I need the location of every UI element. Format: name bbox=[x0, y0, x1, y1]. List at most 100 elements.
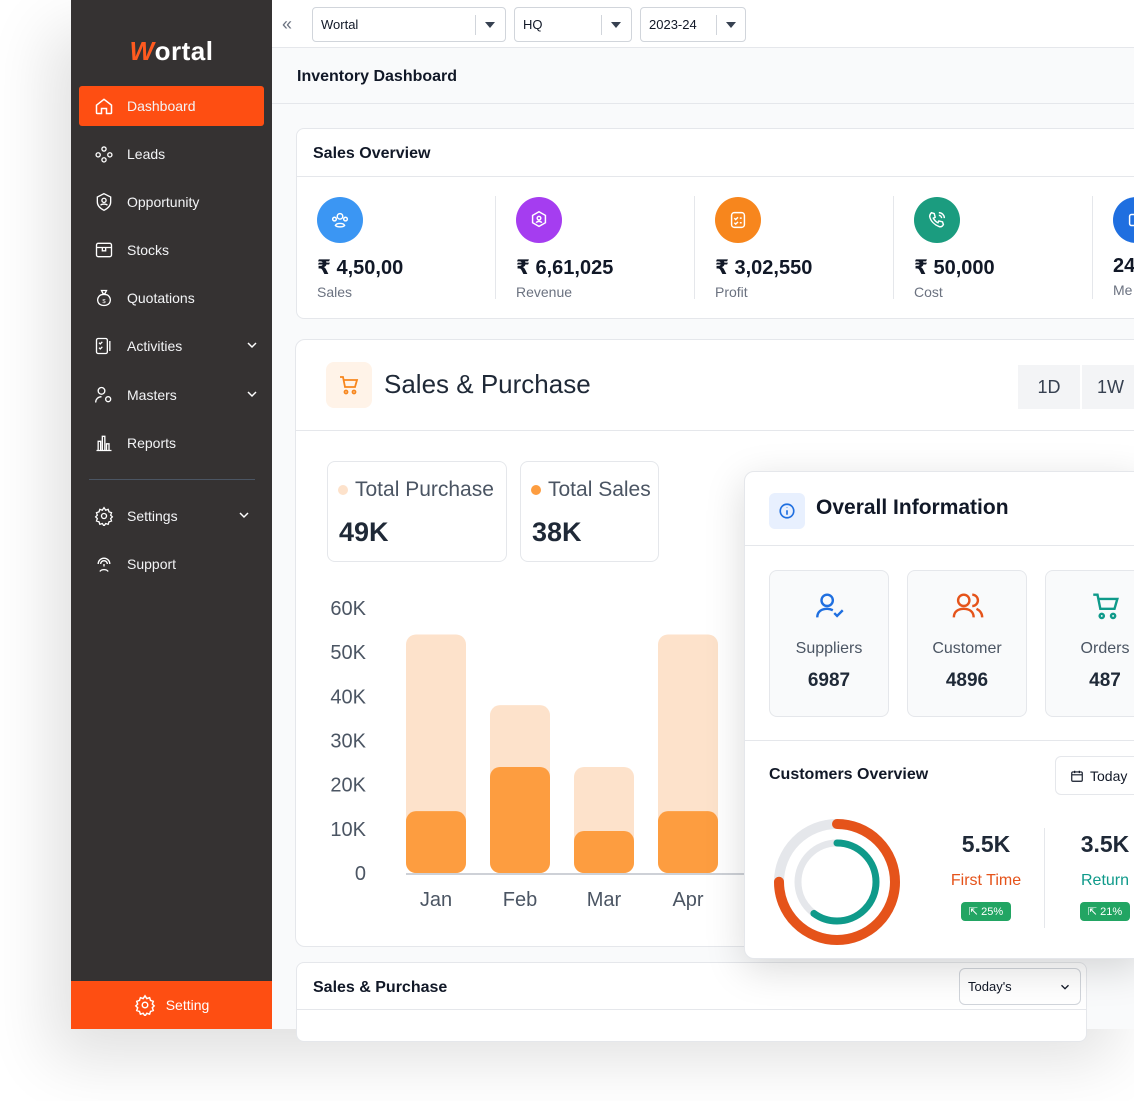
box-icon bbox=[1113, 197, 1134, 243]
growth-badge: ⇱ 21% bbox=[1079, 902, 1131, 921]
stat-value: 5.5K bbox=[961, 831, 1011, 857]
phone-icon bbox=[914, 197, 960, 243]
sales-purchase-chart: 0 10K 20K 30K 40K 50K 60K Jan Feb Mar Apr bbox=[330, 598, 766, 911]
cart-icon bbox=[1093, 593, 1119, 620]
orders-card: Orders 487 bbox=[1045, 570, 1134, 717]
bar-chart-icon bbox=[93, 432, 115, 454]
card-label: Suppliers bbox=[795, 640, 863, 657]
sidebar-item-label: Support bbox=[127, 556, 177, 572]
first-time-arc bbox=[774, 819, 900, 945]
support-icon bbox=[93, 553, 115, 575]
bar-sales-mar[interactable] bbox=[574, 831, 634, 873]
card-label: Customer bbox=[932, 640, 1002, 657]
sidebar-item-label: Masters bbox=[127, 387, 177, 403]
sidebar-item-leads[interactable]: Leads bbox=[79, 134, 264, 174]
bar-sales-apr[interactable] bbox=[658, 811, 718, 873]
x-tick-label: Feb bbox=[503, 889, 537, 911]
divider bbox=[745, 740, 1134, 741]
revenue-shield-icon bbox=[516, 197, 562, 243]
user-gear-icon bbox=[93, 384, 115, 406]
year-select[interactable]: 2023-24 bbox=[640, 7, 746, 42]
setting-button[interactable]: Setting bbox=[71, 981, 272, 1029]
legend-label: Total Purchase bbox=[355, 478, 494, 501]
sidebar-item-label: Stocks bbox=[127, 242, 170, 258]
stat-value: ₹ 3,02,550 bbox=[715, 257, 813, 279]
y-tick-label: 20K bbox=[330, 775, 366, 797]
divider bbox=[297, 1009, 1086, 1010]
sidebar-item-activities[interactable]: Activities bbox=[79, 326, 264, 366]
divider bbox=[745, 545, 1134, 546]
logo-initial: W bbox=[129, 36, 155, 66]
collapse-sidebar-icon[interactable]: « bbox=[282, 14, 293, 34]
x-tick-label: Mar bbox=[587, 889, 622, 911]
sidebar-item-stocks[interactable]: Stocks bbox=[79, 230, 264, 270]
caret-down-icon bbox=[611, 22, 621, 28]
sidebar-item-label: Reports bbox=[127, 435, 177, 451]
stat-value: ₹ 4,50,00 bbox=[317, 257, 404, 279]
chevron-down-icon bbox=[1061, 984, 1069, 990]
sidebar: Wortal Dashboard Leads Opportunity Stock… bbox=[71, 0, 272, 1029]
y-tick-label: 50K bbox=[330, 642, 366, 664]
setting-label: Setting bbox=[165, 997, 210, 1013]
divider bbox=[1092, 196, 1093, 299]
panel-title: Overall Information bbox=[816, 496, 1009, 519]
chevron-down-icon[interactable] bbox=[244, 386, 260, 402]
sidebar-divider bbox=[89, 479, 255, 480]
info-icon bbox=[769, 493, 805, 529]
opportunity-icon bbox=[93, 191, 115, 213]
sidebar-item-label: Settings bbox=[127, 508, 178, 524]
sidebar-item-settings[interactable]: Settings bbox=[79, 496, 264, 536]
stat-label: Sales bbox=[317, 284, 353, 300]
gear-icon bbox=[134, 994, 155, 1016]
sidebar-item-opportunity[interactable]: Opportunity bbox=[79, 182, 264, 222]
total-purchase-card: Total Purchase 49K bbox=[327, 461, 507, 562]
top-bar: « Wortal HQ 2023-24 bbox=[272, 0, 1134, 48]
card-title: Sales & Purchase bbox=[313, 979, 448, 996]
today-label: Today bbox=[1090, 767, 1128, 784]
customer-card: Customer 4896 bbox=[907, 570, 1027, 717]
sidebar-item-label: Opportunity bbox=[127, 194, 200, 210]
checklist-icon bbox=[93, 335, 115, 357]
stat-label: Me bbox=[1113, 282, 1133, 298]
select-separator bbox=[601, 15, 602, 35]
stat-value: ₹ 50,000 bbox=[914, 257, 995, 279]
company-select[interactable]: Wortal bbox=[312, 7, 506, 42]
overall-information-panel: Overall Information Suppliers 6987 Custo… bbox=[744, 471, 1134, 959]
period-select-value: Today's bbox=[968, 979, 1012, 994]
sidebar-item-quotations[interactable]: $ Quotations bbox=[79, 278, 264, 318]
chevron-down-icon[interactable] bbox=[236, 507, 252, 523]
sidebar-item-label: Leads bbox=[127, 146, 166, 162]
range-1w-button[interactable]: 1W bbox=[1082, 365, 1134, 409]
logo: Wortal bbox=[71, 36, 272, 67]
sidebar-item-label: Activities bbox=[127, 338, 183, 354]
stat-sales: ₹ 4,50,00 Sales bbox=[317, 197, 497, 300]
bar-sales-feb[interactable] bbox=[490, 767, 550, 873]
sidebar-item-dashboard[interactable]: Dashboard bbox=[79, 86, 264, 126]
sidebar-item-reports[interactable]: Reports bbox=[79, 423, 264, 463]
calendar-icon bbox=[1071, 770, 1083, 782]
stat-label: First Time bbox=[950, 872, 1022, 889]
branch-select[interactable]: HQ bbox=[514, 7, 632, 42]
divider bbox=[296, 430, 1134, 431]
first-time-stat: 5.5K First Time ⇱ 25% bbox=[931, 831, 1041, 921]
chevron-down-icon[interactable] bbox=[244, 337, 260, 353]
legend-dot bbox=[338, 485, 348, 495]
branch-select-value: HQ bbox=[523, 17, 543, 32]
legend-label: Total Sales bbox=[548, 478, 651, 501]
y-tick-label: 40K bbox=[330, 686, 366, 708]
caret-down-icon bbox=[485, 22, 495, 28]
stat-cost: ₹ 50,000 Cost bbox=[914, 197, 1094, 300]
stat-label: Revenue bbox=[516, 284, 573, 300]
caret-down-icon bbox=[726, 22, 736, 28]
sidebar-item-label: Quotations bbox=[127, 290, 195, 306]
today-filter-button[interactable]: Today bbox=[1055, 756, 1134, 795]
period-select[interactable]: Today's bbox=[959, 968, 1081, 1005]
range-1d-button[interactable]: 1D bbox=[1018, 365, 1080, 409]
bar-sales-jan[interactable] bbox=[406, 811, 466, 873]
sidebar-item-masters[interactable]: Masters bbox=[79, 375, 264, 415]
section-title: Customers Overview bbox=[769, 766, 929, 783]
stat-profit: ₹ 3,02,550 Profit bbox=[715, 197, 895, 300]
sidebar-item-support[interactable]: Support bbox=[79, 544, 264, 584]
card-value: 6987 bbox=[807, 670, 851, 691]
users-icon bbox=[317, 197, 363, 243]
